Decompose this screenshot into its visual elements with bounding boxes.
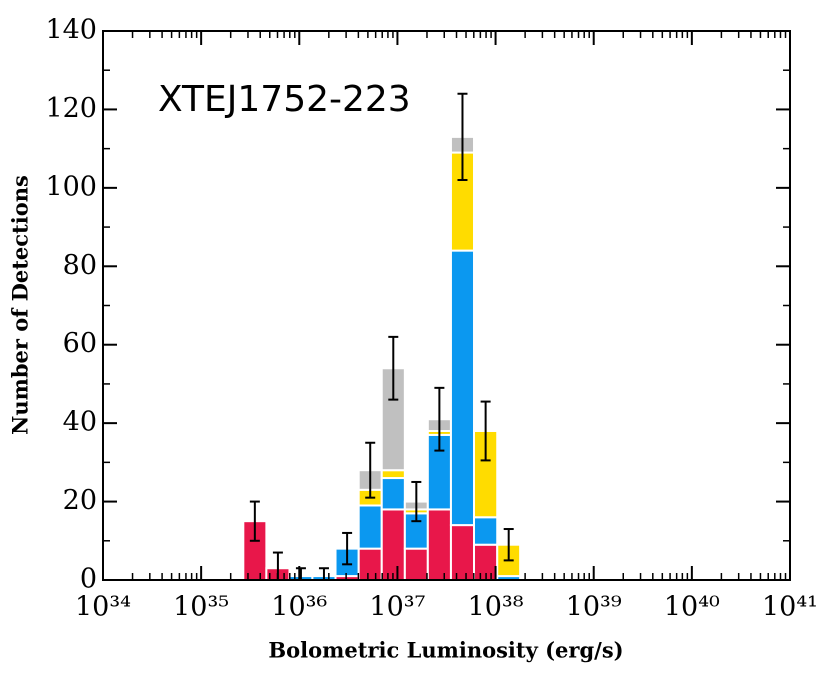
- x-tick-label: 10⁴⁰: [664, 592, 720, 623]
- y-tick-label: 80: [63, 250, 97, 281]
- x-tick-label: 10³⁴: [75, 592, 131, 623]
- bar-segment: [449, 249, 476, 527]
- x-tick-label: 10³⁶: [271, 592, 327, 623]
- bar-segment: [426, 508, 452, 581]
- bar-segment: [449, 524, 476, 581]
- error-bar: [434, 386, 445, 452]
- y-tick-label: 40: [63, 407, 97, 438]
- y-axis-label: Number of Detections: [8, 175, 33, 435]
- error-bar: [365, 441, 376, 499]
- bar-segment: [403, 547, 429, 582]
- x-tick-label: 10⁴¹: [762, 592, 818, 623]
- x-tick-label: 10³⁵: [173, 592, 229, 623]
- error-bar: [457, 92, 468, 182]
- bar-segment: [380, 477, 406, 511]
- y-tick-label: 140: [45, 15, 97, 46]
- x-tick-label: 10³⁸: [468, 592, 524, 623]
- x-tick-label: 10³⁹: [566, 592, 622, 623]
- error-bar: [318, 567, 329, 580]
- x-axis-label: Bolometric Luminosity (erg/s): [268, 638, 623, 663]
- bar-segment: [380, 469, 406, 480]
- bar-segment: [380, 508, 406, 581]
- y-tick-label: 0: [80, 564, 97, 595]
- error-bar: [342, 531, 353, 566]
- error-bar: [249, 500, 260, 542]
- y-tick-label: 20: [63, 485, 97, 516]
- bar-segment: [357, 547, 383, 582]
- bar-segment: [357, 504, 383, 550]
- y-tick-label: 60: [63, 328, 97, 359]
- bar-segment: [473, 516, 499, 546]
- annotation: XTEJ1752-223: [158, 79, 411, 120]
- error-bar: [411, 480, 422, 523]
- error-bar: [388, 335, 399, 401]
- error-bar: [295, 567, 306, 580]
- x-tick-label: 10³⁷: [369, 592, 425, 623]
- y-tick-label: 100: [45, 171, 97, 202]
- error-bar: [480, 400, 491, 462]
- error-bar: [503, 528, 514, 562]
- y-tick-label: 120: [45, 93, 97, 124]
